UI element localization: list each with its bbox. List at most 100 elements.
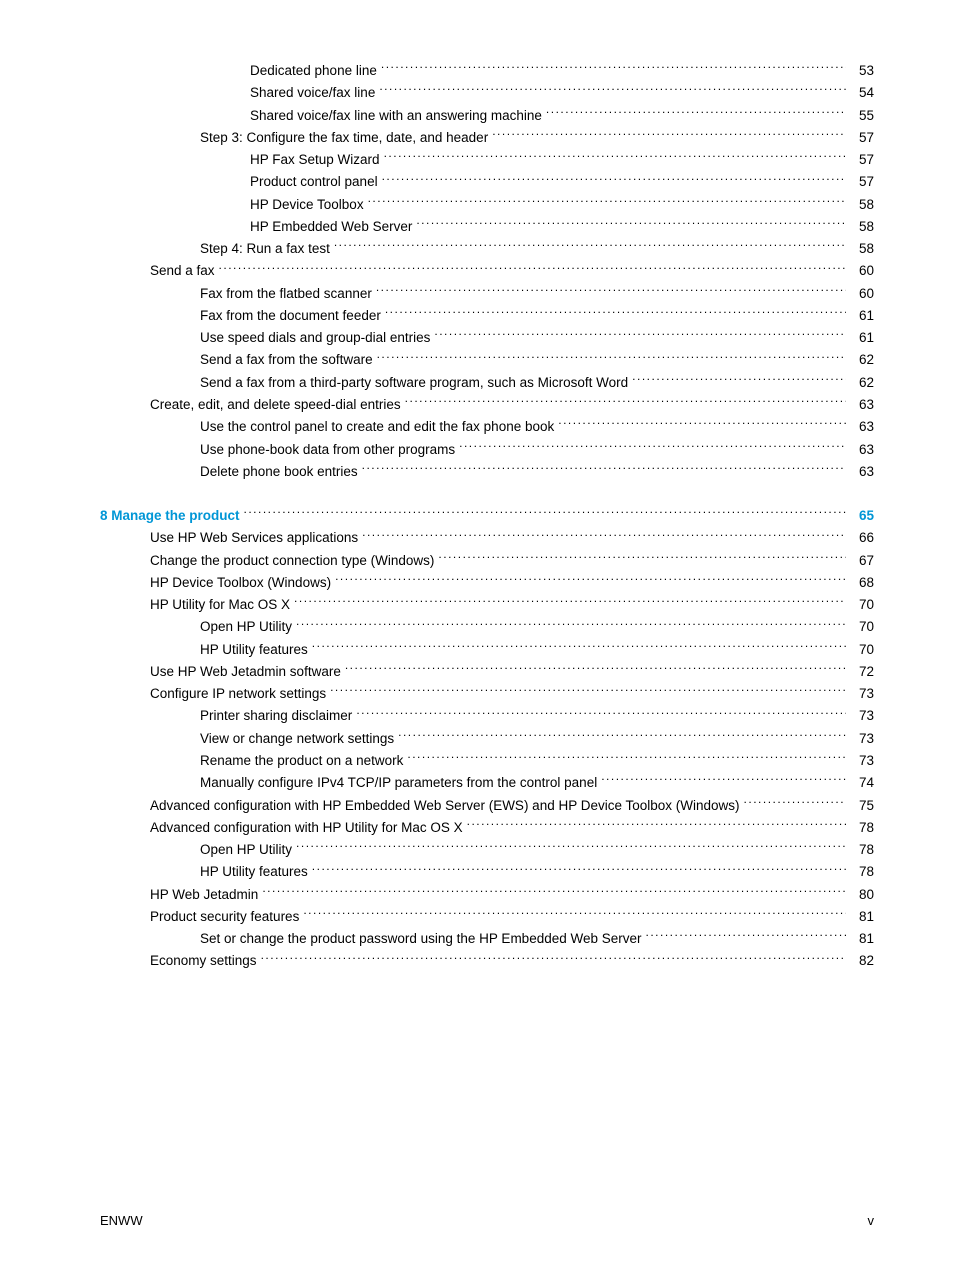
toc-entry: Manually configure IPv4 TCP/IP parameter… <box>100 772 874 794</box>
toc-leader-dots <box>398 729 846 743</box>
toc-page-number: 78 <box>850 817 874 839</box>
toc-entry: Fax from the flatbed scanner60 <box>100 283 874 305</box>
toc-leader-dots <box>294 596 846 610</box>
toc-leader-dots <box>381 62 846 76</box>
page-footer: ENWW v <box>100 1213 874 1228</box>
toc-entry: Open HP Utility78 <box>100 839 874 861</box>
toc-entry: Open HP Utility70 <box>100 616 874 638</box>
toc-page-number: 54 <box>850 82 874 104</box>
toc-leader-dots <box>330 685 846 699</box>
toc-entry: Use phone-book data from other programs 6… <box>100 439 874 461</box>
toc-page-number: 70 <box>850 616 874 638</box>
toc-leader-dots <box>546 106 846 120</box>
toc-leader-dots <box>376 284 846 298</box>
toc-entry: Send a fax from a third-party software p… <box>100 372 874 394</box>
toc-page-number: 80 <box>850 884 874 906</box>
toc-page-number: 61 <box>850 327 874 349</box>
toc-entry: Step 3: Configure the fax time, date, an… <box>100 127 874 149</box>
toc-leader-dots <box>261 952 846 966</box>
toc-label: Configure IP network settings <box>150 683 326 705</box>
toc-page-number: 78 <box>850 861 874 883</box>
toc-label: Send a fax <box>150 260 215 282</box>
toc-entry: Economy settings82 <box>100 950 874 972</box>
toc-entry: Set or change the product password using… <box>100 928 874 950</box>
toc-label: Step 3: Configure the fax time, date, an… <box>200 127 488 149</box>
toc-leader-dots <box>646 930 846 944</box>
toc-leader-dots <box>492 128 846 142</box>
toc-page-number: 70 <box>850 594 874 616</box>
toc-leader-dots <box>384 151 846 165</box>
toc-leader-dots <box>416 217 846 231</box>
toc-page-number: 73 <box>850 728 874 750</box>
toc-leader-dots <box>262 885 846 899</box>
toc-page-number: 58 <box>850 216 874 238</box>
toc-label: Set or change the product password using… <box>200 928 642 950</box>
toc-leader-dots <box>362 529 846 543</box>
toc-page-number: 75 <box>850 795 874 817</box>
toc-page-number: 74 <box>850 772 874 794</box>
toc-leader-dots <box>379 84 846 98</box>
toc-label: HP Fax Setup Wizard <box>250 149 380 171</box>
toc-page-number: 66 <box>850 527 874 549</box>
toc-label: Product control panel <box>250 171 378 193</box>
toc-leader-dots <box>244 507 846 521</box>
toc-page-number: 60 <box>850 283 874 305</box>
toc-label: Send a fax from the software <box>200 349 373 371</box>
toc-label: Create, edit, and delete speed-dial entr… <box>150 394 401 416</box>
toc-page-number: 78 <box>850 839 874 861</box>
toc-page-number: 58 <box>850 238 874 260</box>
toc-label: HP Embedded Web Server <box>250 216 412 238</box>
toc-entry: HP Utility features 70 <box>100 639 874 661</box>
toc-entry: Advanced configuration with HP Embedded … <box>100 795 874 817</box>
toc-leader-dots <box>312 640 846 654</box>
toc-label: HP Device Toolbox <box>250 194 364 216</box>
toc-leader-dots <box>219 262 846 276</box>
toc-entry: HP Fax Setup Wizard 57 <box>100 149 874 171</box>
toc-page-number: 57 <box>850 127 874 149</box>
toc-entry: HP Web Jetadmin 80 <box>100 884 874 906</box>
toc-entry: Dedicated phone line53 <box>100 60 874 82</box>
toc-leader-dots <box>296 618 846 632</box>
toc-entry: Shared voice/fax line with an answering … <box>100 105 874 127</box>
toc-leader-dots <box>334 240 846 254</box>
toc-page-number: 67 <box>850 550 874 572</box>
toc-leader-dots <box>303 907 846 921</box>
toc-page-number: 63 <box>850 439 874 461</box>
toc-label: 8 Manage the product <box>100 505 240 527</box>
toc-page-number: 61 <box>850 305 874 327</box>
toc-entry: Step 4: Run a fax test 58 <box>100 238 874 260</box>
toc-entry: Rename the product on a network73 <box>100 750 874 772</box>
toc-label: Economy settings <box>150 950 257 972</box>
toc-entry: Configure IP network settings73 <box>100 683 874 705</box>
toc-leader-dots <box>601 774 846 788</box>
toc-page-number: 62 <box>850 349 874 371</box>
toc-page-number: 70 <box>850 639 874 661</box>
toc-label: Dedicated phone line <box>250 60 377 82</box>
toc-page-number: 57 <box>850 149 874 171</box>
toc-label: HP Device Toolbox (Windows) <box>150 572 331 594</box>
toc-entry: Send a fax60 <box>100 260 874 282</box>
toc-page-number: 63 <box>850 461 874 483</box>
toc-page-number: 73 <box>850 705 874 727</box>
toc-label: Printer sharing disclaimer <box>200 705 352 727</box>
toc-entry: Use speed dials and group-dial entries61 <box>100 327 874 349</box>
toc-page-number: 55 <box>850 105 874 127</box>
toc-entry: 8 Manage the product65 <box>100 505 874 527</box>
toc-label: Use the control panel to create and edit… <box>200 416 554 438</box>
toc-label: Step 4: Run a fax test <box>200 238 330 260</box>
toc-page-number: 62 <box>850 372 874 394</box>
toc-label: Use phone-book data from other programs <box>200 439 455 461</box>
footer-left: ENWW <box>100 1213 143 1228</box>
toc-entry: Shared voice/fax line54 <box>100 82 874 104</box>
toc-entry: HP Device Toolbox (Windows)68 <box>100 572 874 594</box>
toc-label: Send a fax from a third-party software p… <box>200 372 628 394</box>
toc-entry: Advanced configuration with HP Utility f… <box>100 817 874 839</box>
toc-page-number: 63 <box>850 416 874 438</box>
toc-leader-dots <box>459 440 846 454</box>
toc-label: HP Utility features <box>200 639 308 661</box>
toc-label: HP Web Jetadmin <box>150 884 258 906</box>
toc-entry: Change the product connection type (Wind… <box>100 550 874 572</box>
table-of-contents: Dedicated phone line53Shared voice/fax l… <box>100 60 874 973</box>
toc-entry: HP Utility for Mac OS X70 <box>100 594 874 616</box>
toc-page-number: 81 <box>850 928 874 950</box>
